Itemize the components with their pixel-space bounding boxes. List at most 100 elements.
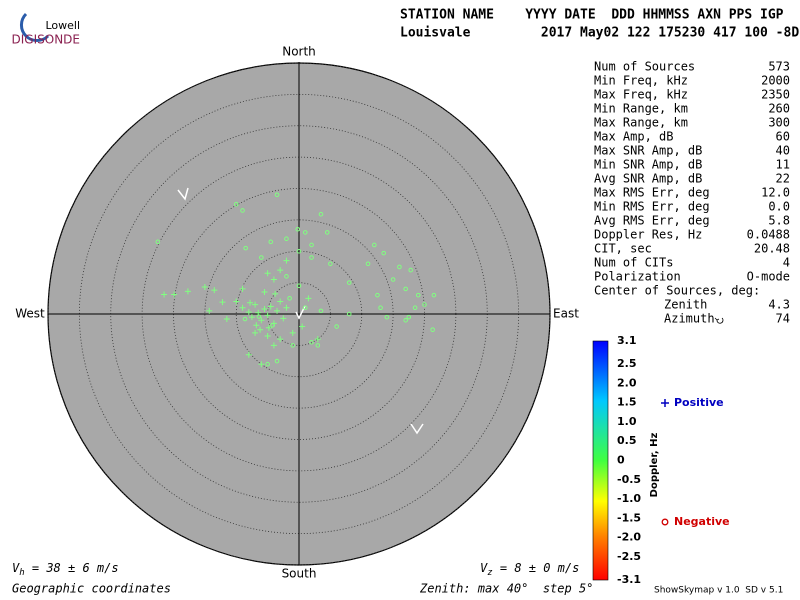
source-point xyxy=(184,288,191,295)
source-point xyxy=(274,192,280,198)
source-point xyxy=(346,311,352,317)
colorbar xyxy=(592,340,609,581)
source-point xyxy=(233,201,239,207)
source-point xyxy=(248,314,255,321)
colorbar-tick-label: -3.1 xyxy=(617,573,641,586)
stat-value: 4 xyxy=(783,256,790,270)
source-point xyxy=(290,343,296,348)
colorbar-tick-label: -2.0 xyxy=(617,531,641,544)
legend-entry: Negative xyxy=(674,515,730,528)
center-value: 4.3 xyxy=(768,298,790,312)
source-point xyxy=(270,276,277,283)
stat-label: Num of CITs xyxy=(594,256,673,270)
source-point xyxy=(161,291,168,298)
direction-label: South xyxy=(282,567,317,581)
stat-label: Num of Sources xyxy=(594,60,695,74)
colorbar-tick-label: 3.1 xyxy=(617,334,637,347)
stat-value: 20.48 xyxy=(754,242,790,256)
stat-value: 2350 xyxy=(761,88,790,102)
stat-value: 260 xyxy=(768,102,790,116)
source-point xyxy=(309,255,314,260)
source-point xyxy=(252,329,259,336)
source-point xyxy=(247,299,254,306)
source-point xyxy=(324,230,330,235)
source-point xyxy=(223,316,230,323)
source-point xyxy=(245,309,252,316)
stat-value: O-mode xyxy=(747,270,790,284)
stat-label: Max Range, km xyxy=(594,116,688,130)
source-point xyxy=(415,292,421,298)
azimuth-icon xyxy=(714,317,724,324)
source-point xyxy=(239,304,246,311)
colorbar-tick-label: 0 xyxy=(617,454,625,467)
stat-label: Min RMS Err, deg xyxy=(594,200,710,214)
logo-top: Lowell xyxy=(45,19,80,32)
legend-marker xyxy=(661,518,669,526)
source-point xyxy=(265,361,270,367)
stat-value: 300 xyxy=(768,116,790,130)
colorbar-tick-label: 0.5 xyxy=(617,434,637,447)
source-point xyxy=(302,305,308,311)
source-point xyxy=(296,248,302,254)
source-point xyxy=(403,286,408,292)
center-label: Zenith xyxy=(664,298,707,312)
source-point xyxy=(397,264,402,270)
source-point xyxy=(318,211,324,217)
stat-label: Min SNR Amp, dB xyxy=(594,158,702,172)
source-point xyxy=(277,336,284,343)
source-point xyxy=(259,255,264,260)
legend-entry: Positive xyxy=(674,396,724,409)
source-point xyxy=(328,261,333,267)
vz-text: Vz = 8 ± 0 m/s xyxy=(480,561,579,578)
source-point xyxy=(257,326,264,333)
stat-value: 22 xyxy=(776,172,790,186)
chevron xyxy=(177,187,189,201)
source-point xyxy=(302,230,308,235)
source-point xyxy=(422,302,427,307)
source-point xyxy=(267,303,274,310)
source-point xyxy=(155,239,161,245)
stat-label: Min Freq, kHz xyxy=(594,74,688,88)
source-point xyxy=(239,285,246,292)
logo-swoosh xyxy=(19,12,50,43)
colorbar-label: Doppler, Hz xyxy=(649,433,660,498)
source-point xyxy=(280,315,287,322)
vh-text: Vh = 38 ± 6 m/s xyxy=(12,561,119,578)
source-point xyxy=(270,322,275,328)
source-point xyxy=(240,208,245,213)
source-point xyxy=(403,317,408,323)
source-point xyxy=(256,314,262,319)
source-point xyxy=(274,358,280,364)
source-point xyxy=(295,226,301,232)
source-point xyxy=(315,343,321,348)
colorbar-tick-label: 1.5 xyxy=(617,396,637,409)
source-point xyxy=(201,284,208,291)
source-point xyxy=(283,257,290,264)
colorbar-tick-label: 2.5 xyxy=(617,357,637,370)
source-point xyxy=(243,245,248,251)
legend-marker xyxy=(661,399,669,407)
source-point xyxy=(264,332,271,339)
source-point xyxy=(252,301,259,308)
colorbar-tick-label: -1.0 xyxy=(617,492,641,505)
stat-value: 0.0 xyxy=(768,200,790,214)
source-point xyxy=(390,277,396,282)
source-point xyxy=(289,329,296,336)
source-point xyxy=(378,305,383,311)
source-point xyxy=(287,296,292,301)
center-value: 74 xyxy=(776,312,790,326)
coords-text: Geographic coordinates xyxy=(12,582,171,596)
stat-value: 2000 xyxy=(761,74,790,88)
source-point xyxy=(258,361,265,368)
chevron xyxy=(410,423,424,435)
zenith-note: Zenith: max 40° step 5° xyxy=(419,582,593,596)
source-point xyxy=(268,239,274,245)
source-point xyxy=(309,339,314,345)
source-point xyxy=(412,305,418,311)
stat-label: Max Amp, dB xyxy=(594,130,673,144)
source-point xyxy=(381,250,387,256)
colorbar-tick-label: -1.5 xyxy=(617,511,641,524)
stat-label: Min Range, km xyxy=(594,102,688,116)
stat-label: Avg SNR Amp, dB xyxy=(594,172,702,186)
source-point xyxy=(296,283,302,289)
